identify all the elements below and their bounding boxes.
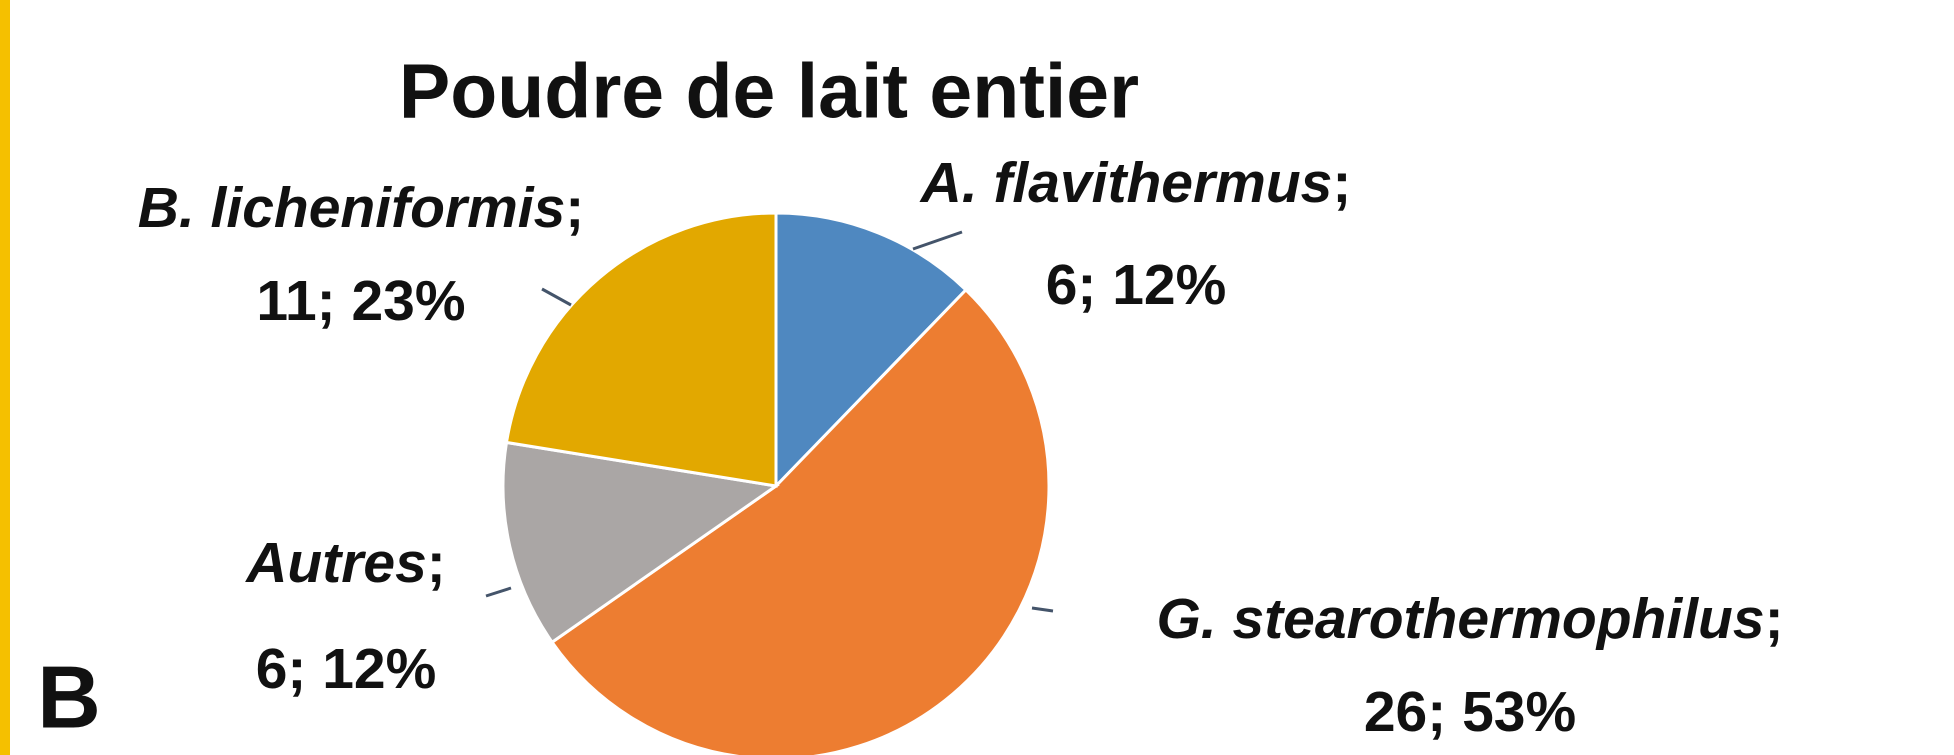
slice-label: B. licheniformis; bbox=[138, 176, 585, 240]
separator: ; bbox=[1765, 587, 1784, 651]
pie-slice bbox=[501, 440, 780, 645]
category-name: B. licheniformis bbox=[138, 176, 566, 240]
category-name: Autres bbox=[244, 531, 427, 595]
slice-label: G. stearothermophilus; bbox=[1156, 587, 1783, 651]
value-label: 6; 12% bbox=[1046, 253, 1227, 317]
value-label: 6; 12% bbox=[256, 637, 437, 701]
value-label: 11; 23% bbox=[256, 269, 465, 333]
pie-slice bbox=[774, 211, 969, 490]
category-name: A. flavithermus bbox=[919, 151, 1333, 215]
frame-stripe bbox=[0, 0, 10, 755]
chart-title: Poudre de lait entier bbox=[399, 48, 1139, 134]
category-name: G. stearothermophilus bbox=[1156, 587, 1764, 651]
pie-slice bbox=[550, 287, 1051, 755]
pie-slice bbox=[504, 211, 778, 488]
separator: ; bbox=[427, 531, 446, 595]
slice-label: A. flavithermus; bbox=[919, 151, 1352, 215]
leader-line bbox=[912, 230, 963, 251]
leader-line bbox=[1031, 606, 1054, 613]
slice-label: Autres; bbox=[244, 531, 446, 595]
separator: ; bbox=[1332, 151, 1351, 215]
leader-line bbox=[485, 586, 512, 598]
leader-line bbox=[541, 287, 572, 307]
value-label: 26; 53% bbox=[1364, 680, 1576, 744]
panel-label: B bbox=[37, 647, 101, 746]
separator: ; bbox=[565, 176, 584, 240]
